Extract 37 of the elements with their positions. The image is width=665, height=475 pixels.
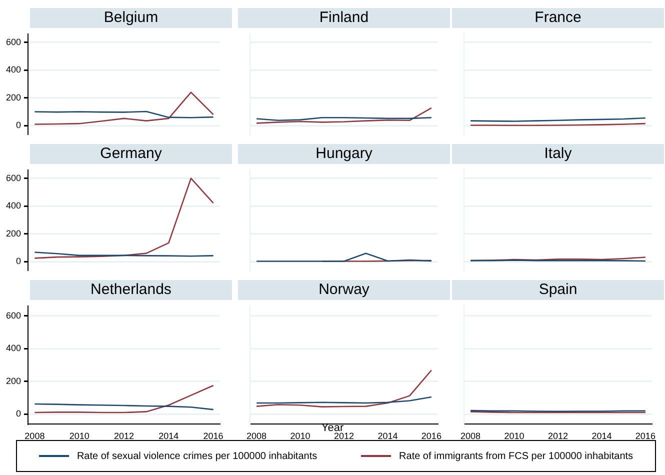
legend-label: Rate of sexual violence crimes per 100000 inhabitants <box>76 450 318 462</box>
y-tick-label: 400 <box>6 200 21 211</box>
x-tick-label: 2012 <box>548 430 568 441</box>
x-tick-label: 2010 <box>290 430 310 441</box>
x-tick-label: 2010 <box>69 430 90 441</box>
y-tick-label: 400 <box>6 64 21 75</box>
x-tick-label: 2012 <box>114 430 134 441</box>
x-tick-label: 2010 <box>504 430 524 441</box>
chart-title: Hungary <box>238 144 450 164</box>
x-tick-label: 2008 <box>246 430 267 441</box>
x-tick-label: 2008 <box>460 430 481 441</box>
y-tick-label: 200 <box>6 376 21 386</box>
y-tick-label: 200 <box>6 228 21 238</box>
legend-label: Rate of immigrants from FCS per 100000 inhabitants <box>399 450 634 462</box>
x-tick-label: 2014 <box>378 430 398 441</box>
y-tick-label: 200 <box>6 92 21 102</box>
y-tick-label: 600 <box>6 310 21 320</box>
chart-title: Germany <box>30 144 232 164</box>
chart-title: Italy <box>452 144 664 164</box>
y-tick-label: 0 <box>16 256 21 266</box>
y-tick-label: 400 <box>6 343 21 354</box>
x-tick-label: 2016 <box>203 430 224 441</box>
chart-title: France <box>452 8 664 28</box>
x-tick-label: 2014 <box>158 430 179 441</box>
chart-title: Spain <box>452 280 664 300</box>
chart-title: Belgium <box>30 8 232 28</box>
chart-title: Finland <box>238 8 450 28</box>
y-tick-label: 600 <box>6 36 21 47</box>
y-tick-label: 0 <box>16 408 21 419</box>
chart-title: Netherlands <box>30 280 232 300</box>
x-tick-label: 2014 <box>592 430 612 441</box>
y-tick-label: 0 <box>16 120 21 130</box>
x-tick-label: 2016 <box>421 430 442 441</box>
y-tick-label: 600 <box>6 172 21 183</box>
x-tick-label: 2008 <box>24 430 45 441</box>
chart-title: Norway <box>238 280 450 300</box>
x-tick-label: 2016 <box>635 430 656 441</box>
